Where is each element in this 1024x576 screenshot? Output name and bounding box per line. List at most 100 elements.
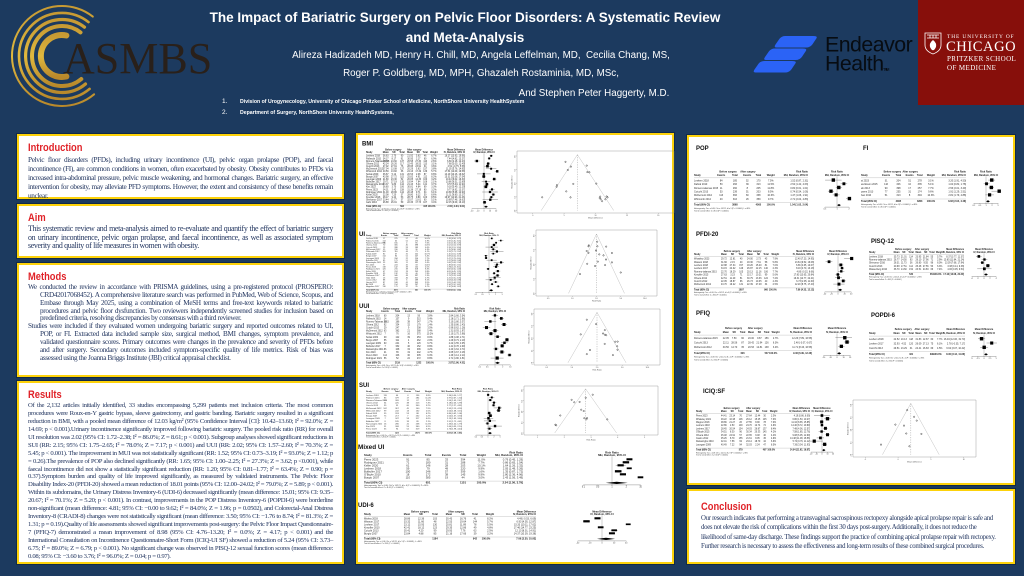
svg-text:2.9%: 2.9% <box>937 260 942 262</box>
svg-text:Heterogeneity: Tau² = 0.08; Ch: Heterogeneity: Tau² = 0.08; Chi² = 142.2… <box>869 276 922 279</box>
svg-text:26.87: 26.87 <box>747 268 753 270</box>
svg-text:Mean: Mean <box>748 331 755 334</box>
svg-text:Rodriguez 2021: Rodriguez 2021 <box>366 269 380 271</box>
svg-text:7: 7 <box>384 334 386 336</box>
svg-text:Mean: Mean <box>407 152 413 154</box>
svg-text:33.37: 33.37 <box>383 184 389 186</box>
svg-text:8.2%: 8.2% <box>431 176 436 178</box>
svg-text:Leshem 2017: Leshem 2017 <box>364 523 380 526</box>
svg-text:35.26: 35.26 <box>721 438 727 440</box>
svg-text:45: 45 <box>406 245 408 247</box>
svg-text:12.81: 12.81 <box>756 346 763 349</box>
svg-text:After surgery: After surgery <box>746 407 761 410</box>
svg-text:45: 45 <box>763 438 766 440</box>
svg-text:Heterogeneity: Tau² = 0.08; Ch: Heterogeneity: Tau² = 0.08; Chi² = 142.2… <box>366 434 416 437</box>
svg-text:12.40 [7.23, 14.95]: 12.40 [7.23, 14.95] <box>795 259 815 261</box>
svg-text:19: 19 <box>407 352 410 354</box>
svg-text:1222: 1222 <box>416 362 422 364</box>
svg-text:21.27: 21.27 <box>729 422 735 424</box>
svg-text:27.13: 27.13 <box>923 343 930 346</box>
svg-text:Risk Ratio: Risk Ratio <box>592 369 602 372</box>
svg-text:26.26: 26.26 <box>391 164 397 166</box>
svg-text:Risk Ratio: Risk Ratio <box>980 171 992 174</box>
svg-text:27.34: 27.34 <box>730 265 736 267</box>
svg-text:Total (95% CI): Total (95% CI) <box>694 288 709 291</box>
svg-text:Wasson 2018: Wasson 2018 <box>694 262 709 264</box>
svg-text:Bulbuller 2017: Bulbuller 2017 <box>366 260 378 262</box>
svg-text:35: 35 <box>415 286 417 288</box>
svg-text:11.73: 11.73 <box>901 263 907 265</box>
svg-text:113: 113 <box>719 194 724 197</box>
svg-text:Castro 2012: Castro 2012 <box>366 279 377 282</box>
svg-text:8.5%: 8.5% <box>771 444 776 446</box>
svg-text:Leshem 2018: Leshem 2018 <box>694 265 709 267</box>
svg-text:Total: Total <box>732 174 738 177</box>
svg-text:13: 13 <box>383 277 385 279</box>
svg-text:5.7%: 5.7% <box>937 257 942 259</box>
svg-text:0.1: 0.1 <box>478 367 481 369</box>
svg-text:317: 317 <box>416 418 420 420</box>
svg-text:35: 35 <box>383 273 385 275</box>
svg-text:11.0%: 11.0% <box>425 397 431 399</box>
svg-text:32.17: 32.17 <box>747 275 753 277</box>
svg-text:-10: -10 <box>815 454 818 456</box>
svg-text:105: 105 <box>739 271 744 273</box>
svg-text:10.13: 10.13 <box>901 338 908 341</box>
svg-text:Palleschi 2015: Palleschi 2015 <box>366 319 381 321</box>
svg-text:MH, Random, 95% CI: MH, Random, 95% CI <box>479 235 499 237</box>
svg-text:46: 46 <box>406 277 408 279</box>
svg-text:2.80 [2.36, 4.96]: 2.80 [2.36, 4.96] <box>503 472 523 476</box>
svg-text:6.80 [1.53, 10.27]: 6.80 [1.53, 10.27] <box>792 419 810 421</box>
svg-text:1184: 1184 <box>432 537 438 540</box>
svg-text:81: 81 <box>383 275 385 277</box>
svg-text:IV, Random, 95% CI: IV, Random, 95% CI <box>789 411 810 413</box>
svg-text:93: 93 <box>739 441 742 443</box>
svg-text:145: 145 <box>763 419 768 421</box>
svg-text:Bulbuller 2017: Bulbuller 2017 <box>364 469 382 473</box>
svg-text:11.35 [5.76, 14.95]: 11.35 [5.76, 14.95] <box>446 169 465 171</box>
svg-text:1.5: 1.5 <box>533 278 535 280</box>
svg-text:6.6%: 6.6% <box>425 247 430 249</box>
svg-text:37: 37 <box>406 286 408 288</box>
svg-text:137: 137 <box>763 428 768 430</box>
svg-text:10.69 [7.48, 16.63]: 10.69 [7.48, 16.63] <box>446 200 466 202</box>
svg-text:152: 152 <box>909 269 914 271</box>
svg-text:Before surgery: Before surgery <box>385 150 402 152</box>
svg-text:13.64 [9.52, 16.08]: 13.64 [9.52, 16.08] <box>795 262 815 264</box>
svg-text:9.08 [6.05, 12.99]: 9.08 [6.05, 12.99] <box>792 435 810 437</box>
svg-text:0.5: 0.5 <box>486 367 489 369</box>
svg-text:TM: TM <box>883 67 890 72</box>
svg-text:4: 4 <box>407 395 409 397</box>
svg-text:Study: Study <box>861 174 868 177</box>
svg-text:8.2%: 8.2% <box>487 517 493 520</box>
svg-text:Total: Total <box>472 513 478 516</box>
svg-text:289: 289 <box>415 280 418 282</box>
svg-text:Risk Ratio: Risk Ratio <box>484 232 494 235</box>
svg-text:53: 53 <box>407 413 410 415</box>
svg-text:38: 38 <box>445 472 449 476</box>
svg-text:18.26: 18.26 <box>747 265 753 267</box>
svg-text:58: 58 <box>384 322 387 324</box>
svg-text:20.29: 20.29 <box>407 169 413 171</box>
svg-text:1: 1 <box>488 437 489 439</box>
svg-text:Cuicchi 2012: Cuicchi 2012 <box>694 281 708 283</box>
svg-text:99: 99 <box>384 413 387 415</box>
svg-text:3.23: 3.23 <box>730 275 735 277</box>
svg-text:Events: Events <box>882 174 891 177</box>
svg-text:8: 8 <box>385 421 387 423</box>
svg-text:2.5%: 2.5% <box>487 529 493 532</box>
svg-text:15.40: 15.40 <box>756 265 762 267</box>
svg-text:305: 305 <box>417 355 422 357</box>
svg-text:347: 347 <box>417 322 422 324</box>
svg-text:3.7%: 3.7% <box>431 184 436 186</box>
svg-text:1.0: 1.0 <box>571 298 574 300</box>
svg-text:8.90: 8.90 <box>755 422 760 424</box>
svg-text:Mean Difference: Mean Difference <box>517 510 537 513</box>
svg-text:IV, Random, 95% CI: IV, Random, 95% CI <box>943 332 965 335</box>
svg-text:McDermott 2012: McDermott 2012 <box>366 248 380 251</box>
svg-text:0.5: 0.5 <box>979 205 982 207</box>
svg-text:29: 29 <box>384 328 387 330</box>
svg-text:11.16: 11.16 <box>756 271 762 273</box>
svg-text:10.68 [5.68, 12.90]: 10.68 [5.68, 12.90] <box>446 192 466 194</box>
svg-text:MH, Random, 95% CI: MH, Random, 95% CI <box>974 174 999 177</box>
